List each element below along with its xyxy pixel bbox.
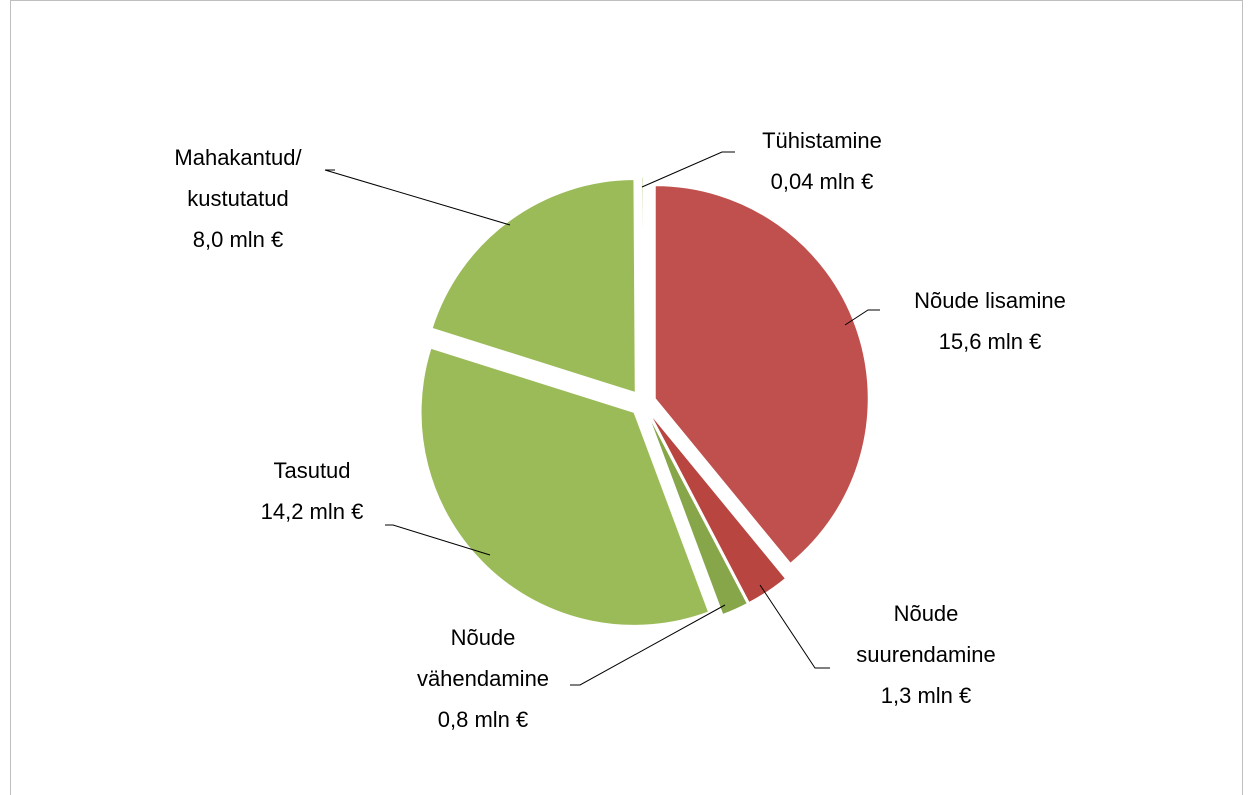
leader-line — [759, 584, 830, 669]
pie-slice — [641, 176, 644, 391]
slice-label: Nõude lisamine 15,6 mln € — [830, 280, 1150, 362]
slice-label: Mahakantud/ kustutatud 8,0 mln € — [148, 137, 328, 260]
slice-label: Nõude vähendamine 0,8 mln € — [383, 617, 583, 740]
value-label: 1,3 mln € — [880, 683, 972, 708]
category-label: Tasutud — [273, 458, 351, 483]
value-label: 0,04 mln € — [770, 169, 874, 194]
category-label: Nõude lisamine — [914, 288, 1066, 313]
slice-label: Nõude suurendamine 1,3 mln € — [826, 593, 1026, 716]
value-label: 0,8 mln € — [437, 707, 529, 732]
category-label: Mahakantud/ kustutatud — [174, 145, 302, 211]
value-label: 14,2 mln € — [260, 499, 364, 524]
pie-slice — [647, 414, 748, 616]
slice-label: Tühistamine 0,04 mln € — [722, 120, 922, 202]
pie-slice — [420, 347, 710, 626]
pie-slice — [649, 413, 787, 604]
leader-line — [570, 604, 726, 686]
pie-slice — [654, 185, 869, 564]
category-label: Nõude vähendamine — [416, 625, 550, 691]
value-label: 8,0 mln € — [192, 227, 284, 252]
category-label: Nõude suurendamine — [856, 601, 996, 667]
category-label: Tühistamine — [762, 128, 882, 153]
leader-line — [385, 524, 491, 556]
leader-line — [844, 309, 880, 326]
pie-slice — [431, 179, 636, 394]
value-label: 15,6 mln € — [938, 329, 1042, 354]
slice-label: Tasutud 14,2 mln € — [212, 450, 412, 532]
leader-line — [641, 151, 735, 188]
frame — [10, 0, 1243, 795]
leader-line — [324, 169, 511, 226]
